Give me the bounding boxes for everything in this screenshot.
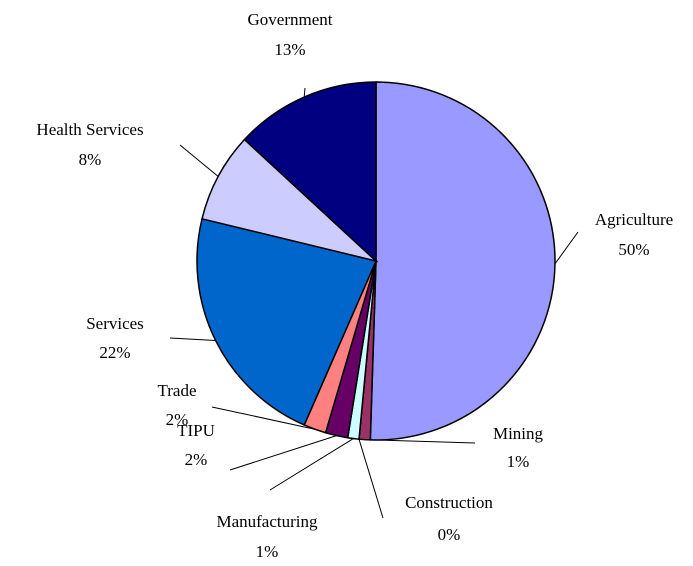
slice-value-label: 2% <box>166 410 189 429</box>
leader-line <box>554 231 579 265</box>
slice-value-label: 2% <box>185 450 208 469</box>
slice-value-label: 50% <box>618 240 649 259</box>
slice-label: Government <box>248 10 333 29</box>
slice-label: Mining <box>493 424 544 443</box>
slice-value-label: 1% <box>256 542 279 561</box>
leader-line <box>364 439 476 444</box>
slice-label: Health Services <box>36 120 143 139</box>
pie-slice <box>201 138 379 263</box>
slice-label: TIPU <box>177 421 215 440</box>
slice-label: Manufacturing <box>216 512 318 531</box>
pie-slice <box>369 81 556 441</box>
slice-label: Trade <box>157 381 196 400</box>
pie-slice <box>196 217 378 426</box>
leader-line <box>358 439 384 519</box>
slice-value-label: 22% <box>99 343 130 362</box>
slice-label: Construction <box>405 493 493 512</box>
slice-value-label: 1% <box>507 452 530 471</box>
slice-value-label: 0% <box>438 525 461 544</box>
slice-label: Services <box>86 314 144 333</box>
slice-label: Agriculture <box>595 210 673 229</box>
leader-line <box>179 144 219 177</box>
slice-value-label: 8% <box>79 150 102 169</box>
leader-line <box>303 87 306 98</box>
leader-line <box>269 438 354 491</box>
leader-line <box>211 406 315 430</box>
leader-line <box>229 435 337 471</box>
leader-line <box>169 337 216 341</box>
pie-slice <box>243 81 377 263</box>
slice-value-label: 13% <box>274 40 305 59</box>
